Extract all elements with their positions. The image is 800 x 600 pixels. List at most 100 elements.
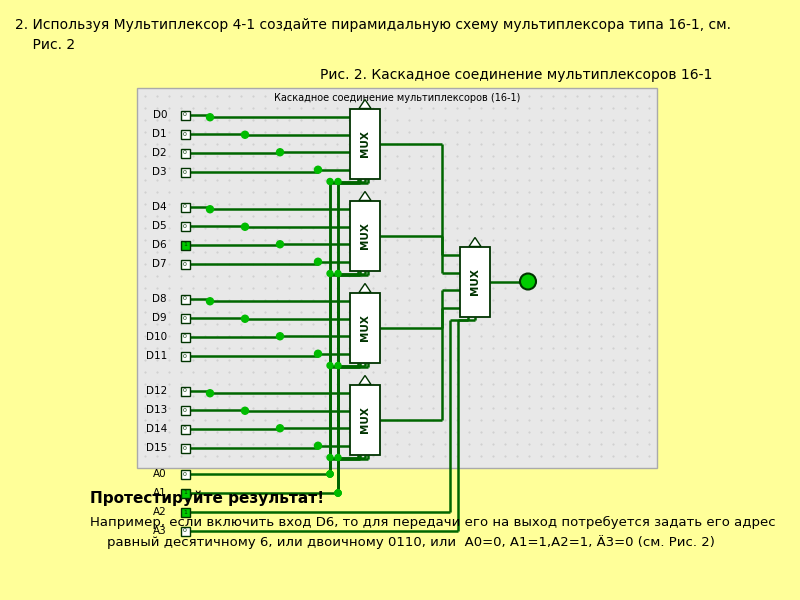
Bar: [181, 443, 190, 452]
Text: 0: 0: [183, 296, 187, 301]
Circle shape: [335, 271, 341, 277]
Text: Рис. 2: Рис. 2: [15, 38, 75, 52]
Text: 0: 0: [183, 427, 187, 431]
Text: A1: A1: [154, 488, 167, 498]
Bar: [181, 352, 190, 361]
Circle shape: [520, 274, 536, 289]
Text: MUX: MUX: [360, 130, 370, 157]
Text: D0: D0: [153, 110, 167, 120]
Bar: [137, 88, 657, 468]
Text: Каскадное соединение мультиплексоров (16-1): Каскадное соединение мультиплексоров (16…: [274, 93, 520, 103]
Polygon shape: [469, 238, 481, 247]
Circle shape: [335, 455, 341, 461]
Bar: [181, 313, 190, 323]
Bar: [181, 241, 190, 250]
Text: 1: 1: [183, 242, 187, 247]
Text: A3: A3: [154, 526, 167, 536]
Circle shape: [327, 271, 333, 277]
Text: D4: D4: [152, 202, 167, 212]
Text: 0: 0: [183, 445, 187, 451]
Bar: [350, 200, 380, 271]
Text: 0: 0: [183, 472, 187, 476]
Bar: [181, 221, 190, 230]
Text: 1: 1: [183, 491, 187, 496]
Text: MUX: MUX: [470, 268, 480, 295]
Circle shape: [327, 471, 333, 477]
Bar: [181, 406, 190, 415]
Text: 0: 0: [183, 316, 187, 320]
Circle shape: [327, 362, 333, 368]
Circle shape: [242, 223, 249, 230]
Circle shape: [242, 407, 249, 414]
Bar: [181, 386, 190, 395]
Circle shape: [327, 471, 333, 477]
Text: D11: D11: [146, 351, 167, 361]
Text: D3: D3: [152, 167, 167, 177]
Circle shape: [327, 179, 333, 185]
Text: D1: D1: [152, 129, 167, 139]
Circle shape: [206, 298, 214, 305]
Text: 2. Используя Мультиплексор 4-1 создайте пирамидальную схему мультиплексора типа : 2. Используя Мультиплексор 4-1 создайте …: [15, 18, 731, 32]
Bar: [181, 425, 190, 433]
Text: D5: D5: [152, 221, 167, 231]
Circle shape: [327, 471, 333, 477]
Text: MUX: MUX: [360, 406, 370, 433]
Text: равный десятичному 6, или двоичному 0110, или  A0=0, A1=1,A2=1, Ä3=0 (см. Рис. 2: равный десятичному 6, или двоичному 0110…: [90, 535, 715, 549]
Bar: [181, 527, 190, 535]
Text: 0: 0: [183, 407, 187, 413]
Circle shape: [277, 425, 283, 432]
Text: D2: D2: [152, 148, 167, 158]
Text: D9: D9: [152, 313, 167, 323]
Bar: [181, 508, 190, 517]
Bar: [181, 469, 190, 479]
Bar: [181, 148, 190, 157]
Text: MUX: MUX: [360, 222, 370, 249]
Text: 0: 0: [183, 389, 187, 394]
Text: Например, если включить вход D6, то для передачи его на выход потребуется задать: Например, если включить вход D6, то для …: [90, 516, 776, 529]
Circle shape: [335, 490, 341, 496]
Text: Рис. 2. Каскадное соединение мультиплексоров 16-1: Рис. 2. Каскадное соединение мультиплекс…: [320, 68, 712, 82]
Text: D12: D12: [146, 386, 167, 396]
Text: 0: 0: [183, 151, 187, 155]
Text: 0: 0: [183, 353, 187, 358]
Circle shape: [314, 166, 322, 173]
Text: Протестируйте результат!: Протестируйте результат!: [90, 490, 324, 505]
Circle shape: [314, 350, 322, 357]
Text: D13: D13: [146, 405, 167, 415]
Bar: [350, 109, 380, 179]
Circle shape: [242, 315, 249, 322]
Circle shape: [277, 333, 283, 340]
Polygon shape: [359, 191, 371, 200]
Text: 0: 0: [183, 113, 187, 118]
Bar: [350, 292, 380, 362]
Text: 0: 0: [183, 335, 187, 340]
Text: 0: 0: [183, 169, 187, 175]
Text: A0: A0: [154, 469, 167, 479]
Circle shape: [335, 490, 341, 496]
Polygon shape: [359, 100, 371, 109]
Bar: [181, 488, 190, 497]
Circle shape: [206, 390, 214, 397]
Bar: [460, 247, 490, 317]
Text: D14: D14: [146, 424, 167, 434]
Text: 0: 0: [183, 223, 187, 229]
Text: 0: 0: [183, 529, 187, 533]
Circle shape: [335, 362, 341, 368]
Circle shape: [206, 114, 214, 121]
Bar: [181, 110, 190, 119]
Text: D10: D10: [146, 332, 167, 342]
Bar: [350, 385, 380, 455]
Text: A2: A2: [154, 507, 167, 517]
Circle shape: [335, 179, 341, 185]
Bar: [181, 259, 190, 269]
Circle shape: [314, 442, 322, 449]
Text: D8: D8: [152, 294, 167, 304]
Circle shape: [242, 131, 249, 138]
Bar: [181, 130, 190, 139]
Bar: [181, 295, 190, 304]
Text: D15: D15: [146, 443, 167, 453]
Text: D6: D6: [152, 240, 167, 250]
Text: 0: 0: [183, 205, 187, 209]
Circle shape: [335, 490, 341, 496]
Text: MUX: MUX: [360, 314, 370, 341]
